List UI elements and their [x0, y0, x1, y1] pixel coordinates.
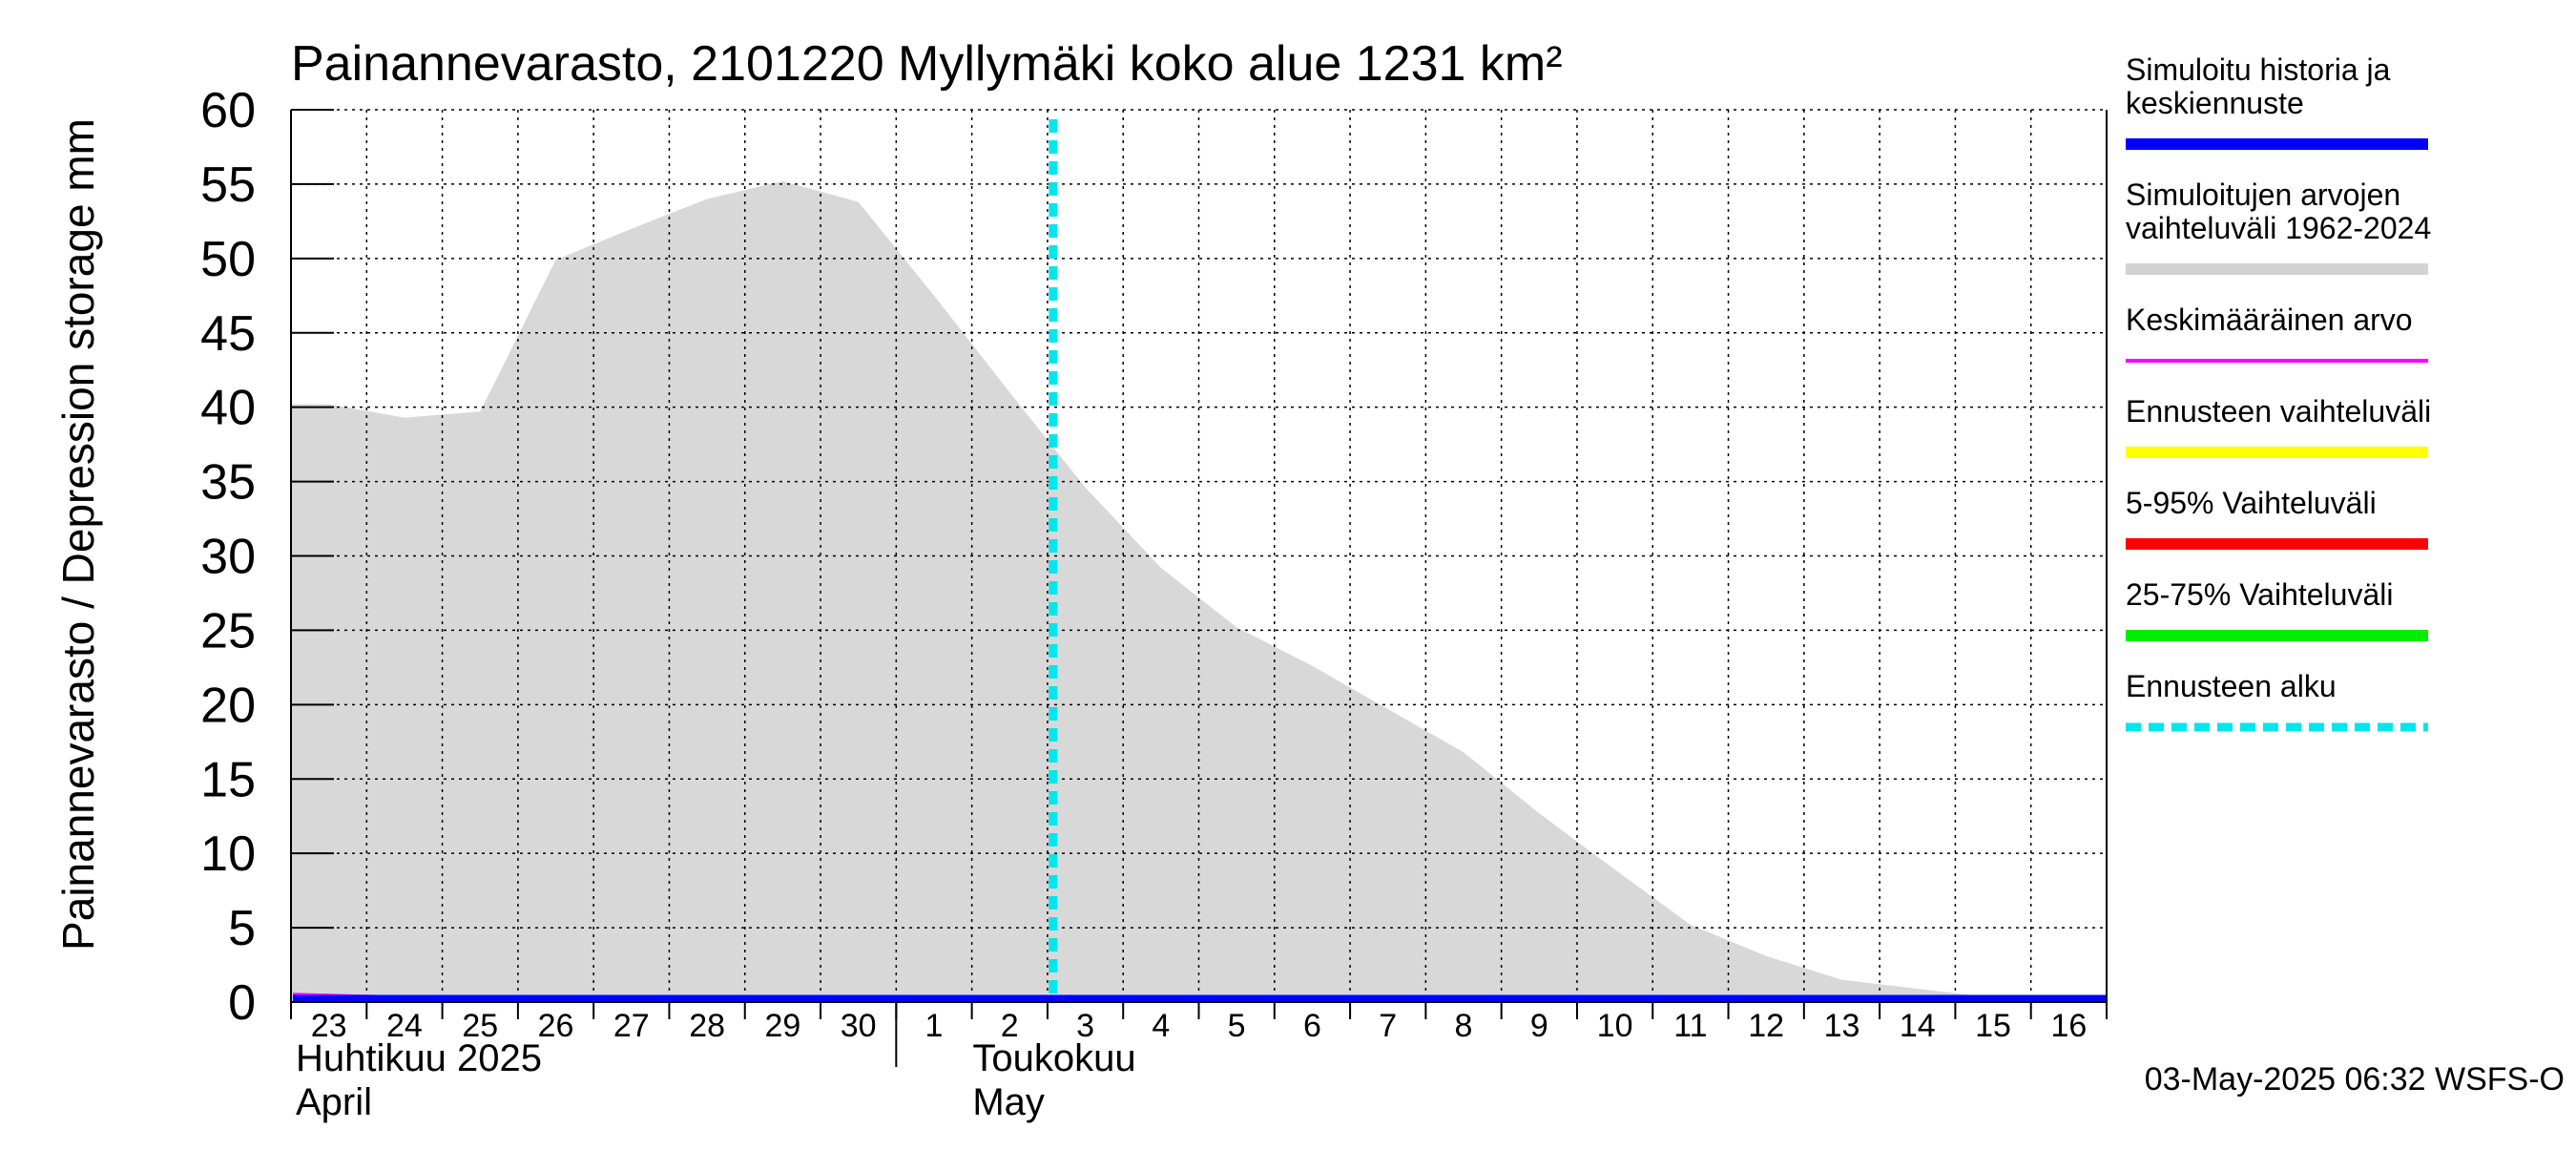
x-tick-label: 9 [1530, 1008, 1548, 1044]
legend-label: keskiennuste [2126, 86, 2304, 120]
x-tick-label: 3 [1076, 1008, 1094, 1044]
y-tick-label: 25 [200, 603, 256, 659]
x-tick-label: 13 [1824, 1008, 1860, 1044]
x-tick-label: 1 [925, 1008, 944, 1044]
y-tick-label: 30 [200, 530, 256, 585]
legend-label: Ennusteen vaihteluväli [2126, 394, 2431, 429]
y-axis-label: Painannevarasto / Depression storage mm [53, 118, 103, 951]
x-tick-label: 6 [1303, 1008, 1321, 1044]
x-tick-label: 12 [1748, 1008, 1784, 1044]
x-tick-label: 10 [1597, 1008, 1633, 1044]
x-tick-label: 7 [1379, 1008, 1397, 1044]
x-tick-label: 14 [1900, 1008, 1936, 1044]
y-tick-label: 40 [200, 381, 256, 436]
x-tick-label: 15 [1975, 1008, 2011, 1044]
month-label-fi: Huhtikuu 2025 [296, 1037, 542, 1079]
y-tick-label: 5 [228, 901, 256, 956]
x-tick-label: 25 [462, 1008, 498, 1044]
y-tick-label: 20 [200, 678, 256, 733]
x-tick-label: 30 [841, 1008, 877, 1044]
x-tick-label: 23 [311, 1008, 347, 1044]
legend-label: vaihteluväli 1962-2024 [2126, 211, 2431, 245]
y-tick-label: 35 [200, 455, 256, 511]
y-tick-label: 55 [200, 157, 256, 213]
month-label-en: April [296, 1081, 372, 1123]
legend-label: Ennusteen alku [2126, 669, 2337, 703]
month-label-en: May [972, 1081, 1045, 1123]
axes-layer: 051015202530354045505560Painannevarasto … [53, 83, 2108, 1123]
legend-label: Keskimääräinen arvo [2126, 303, 2413, 337]
x-tick-label: 11 [1673, 1008, 1707, 1044]
x-tick-label: 28 [689, 1008, 725, 1044]
legend-label: 5-95% Vaihteluväli [2126, 486, 2377, 520]
x-tick-label: 29 [764, 1008, 800, 1044]
x-tick-label: 8 [1455, 1008, 1473, 1044]
y-tick-label: 10 [200, 826, 256, 882]
x-tick-label: 2 [1001, 1008, 1019, 1044]
x-tick-label: 4 [1152, 1008, 1170, 1044]
x-tick-label: 5 [1228, 1008, 1246, 1044]
x-tick-label: 24 [386, 1008, 423, 1044]
y-tick-label: 45 [200, 306, 256, 362]
month-label-fi: Toukokuu [972, 1037, 1135, 1079]
chart-title: Painannevarasto, 2101220 Myllymäki koko … [291, 36, 1563, 92]
x-tick-label: 27 [613, 1008, 650, 1044]
legend-label: Simuloitu historia ja [2126, 52, 2391, 87]
y-tick-label: 60 [200, 83, 256, 138]
y-tick-label: 50 [200, 232, 256, 287]
legend-label: Simuloitujen arvojen [2126, 178, 2400, 212]
series-layer [292, 993, 2107, 1003]
x-tick-label: 26 [538, 1008, 574, 1044]
x-tick-label: 16 [2050, 1008, 2087, 1044]
legend-label: 25-75% Vaihteluväli [2126, 577, 2393, 612]
y-tick-label: 15 [200, 752, 256, 807]
y-tick-label: 0 [228, 975, 256, 1031]
chart-timestamp: 03-May-2025 06:32 WSFS-O [2145, 1061, 2565, 1098]
